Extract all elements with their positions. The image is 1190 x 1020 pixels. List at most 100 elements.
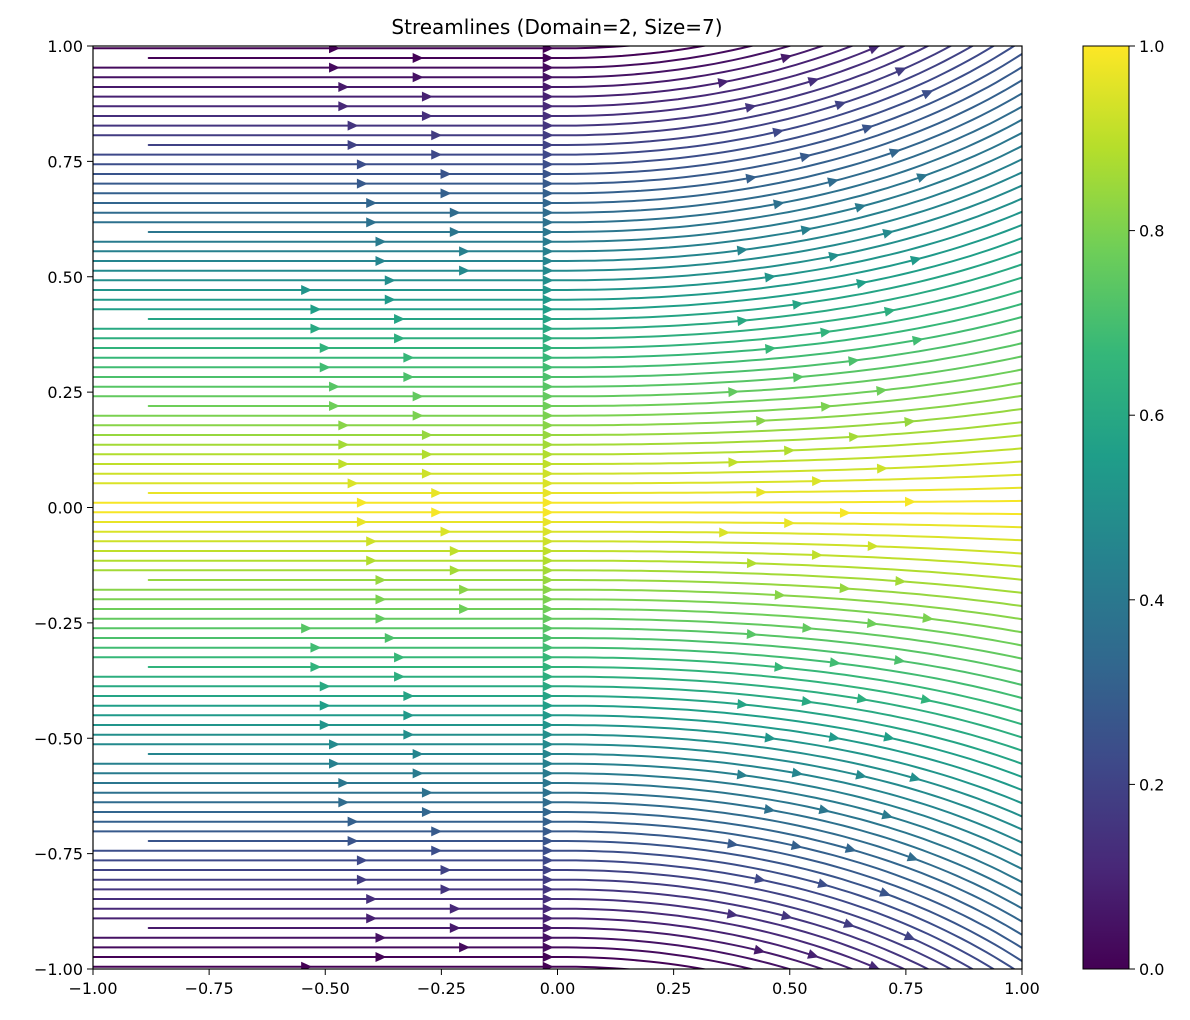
y-tick-label: −0.50: [34, 729, 83, 748]
streamline-arrow: [310, 304, 322, 315]
streamline: [93, 473, 1022, 485]
streamline-arrow: [906, 851, 919, 862]
streamline-arrow: [384, 294, 396, 305]
streamline: [93, 46, 756, 69]
streamline-arrow: [421, 807, 433, 818]
streamline-arrow: [542, 797, 554, 808]
streamline: [93, 878, 953, 969]
streamline-arrow: [440, 526, 452, 537]
streamline-arrow: [542, 536, 554, 547]
streamline: [93, 917, 855, 969]
streamline-arrow: [329, 400, 341, 411]
streamline-arrow: [542, 429, 554, 440]
streamline-arrow: [403, 710, 415, 721]
streamline-arrow: [879, 887, 892, 897]
streamline-arrow: [542, 826, 554, 837]
streamline-arrow: [542, 642, 554, 653]
streamline-arrow: [542, 720, 554, 731]
streamline: [93, 394, 1022, 427]
y-tick-label: 1.00: [47, 37, 83, 56]
streamline-arrow: [542, 478, 554, 489]
streamline-arrow: [412, 52, 424, 63]
streamline: [147, 579, 1022, 608]
streamline-arrow: [347, 120, 359, 131]
streamline: [93, 550, 1022, 568]
streamline: [93, 46, 855, 98]
streamline-arrow: [375, 594, 387, 605]
streamline-arrow: [811, 549, 824, 560]
streamline: [93, 743, 1022, 831]
streamline-arrow: [542, 923, 554, 934]
streamline: [93, 540, 1022, 555]
streamline: [93, 263, 1022, 330]
streamline-arrow: [421, 110, 433, 121]
streamline-arrow: [542, 420, 554, 431]
streamline: [93, 936, 793, 969]
streamline-arrow: [542, 371, 554, 382]
streamline-arrow: [542, 739, 554, 750]
colorbar-tick-label: 1.0: [1139, 37, 1164, 56]
streamline-arrow: [301, 623, 313, 634]
streamline-arrow: [920, 694, 933, 704]
streamline-arrow: [412, 410, 424, 421]
y-tick-label: 0.00: [47, 499, 83, 518]
streamline-arrow: [421, 429, 433, 440]
streamline-arrow: [319, 342, 331, 353]
y-tick-label: −0.75: [34, 845, 83, 864]
streamline: [147, 666, 1022, 726]
streamline-arrow: [542, 178, 554, 189]
streamline-arrow: [800, 225, 813, 236]
streamline: [93, 46, 882, 108]
streamline: [93, 210, 1022, 291]
streamline-arrow: [542, 903, 554, 914]
streamline: [93, 499, 1022, 504]
streamline-arrow: [773, 199, 785, 210]
y-axis: −1.00 −0.75 −0.50 −0.25 0.00 0.25 0.50 0.75 1.00: [34, 37, 93, 979]
streamline-arrow: [737, 316, 749, 327]
streamline-arrow: [854, 202, 867, 213]
streamline: [93, 801, 1022, 910]
streamline-arrow: [542, 313, 554, 324]
streamline-arrow: [802, 622, 814, 633]
streamline: [147, 840, 1022, 963]
streamline-arrow: [542, 507, 554, 518]
streamline-arrow: [440, 168, 452, 179]
streamline-arrow: [440, 188, 452, 199]
streamline-arrow: [839, 507, 851, 518]
colorbar-tick-label: 0.2: [1139, 775, 1164, 794]
streamline-arrow: [883, 731, 896, 742]
streamline-arrow: [542, 700, 554, 711]
streamline-arrow: [542, 120, 554, 131]
streamline: [93, 46, 907, 117]
streamline-arrow: [868, 46, 880, 55]
streamline-arrow: [449, 565, 461, 576]
streamline-arrow: [542, 323, 554, 334]
streamline-arrow: [431, 826, 443, 837]
streamline-arrow: [301, 961, 313, 969]
streamline: [93, 118, 1022, 224]
streamline: [93, 289, 1022, 349]
streamline-arrow: [784, 445, 796, 456]
streamline-arrow: [459, 246, 471, 257]
chart-title: Streamlines (Domain=2, Size=7): [391, 15, 722, 39]
streamline-arrow: [542, 613, 554, 624]
streamline: [93, 617, 1022, 660]
streamline: [93, 46, 793, 79]
streamline-arrow: [542, 710, 554, 721]
x-tick-label: 0.00: [540, 979, 576, 998]
streamline-arrow: [542, 671, 554, 682]
streamline-arrow: [542, 652, 554, 663]
y-tick-label: −0.25: [34, 614, 83, 633]
streamline-arrow: [784, 518, 796, 529]
streamline-arrow: [764, 732, 777, 743]
streamline-arrow: [893, 654, 906, 665]
streamline-arrow: [542, 932, 554, 943]
streamline: [93, 447, 1022, 465]
streamline-arrow: [310, 323, 322, 334]
streamline: [93, 342, 1022, 388]
streamline-arrow: [542, 526, 554, 537]
streamline: [93, 946, 756, 969]
streamline-arrow: [542, 410, 554, 421]
streamline: [93, 197, 1022, 282]
